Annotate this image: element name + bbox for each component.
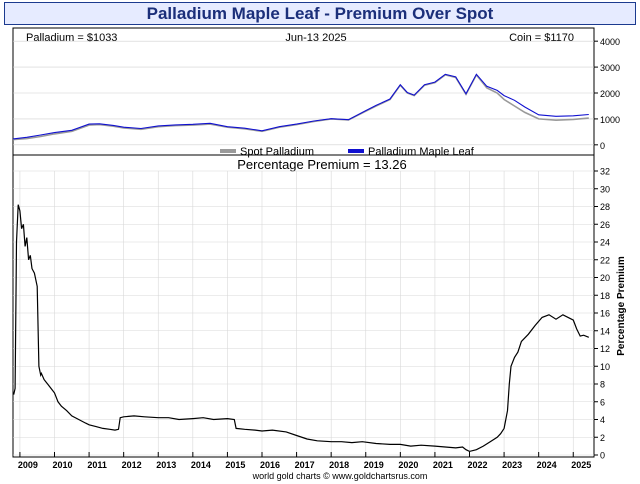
- premium-y-tick-label: 22: [600, 255, 610, 265]
- maple-leaf-line: [12, 73, 589, 140]
- premium-y-tick-label: 14: [600, 326, 610, 336]
- price-y-tick-label: 0: [600, 141, 605, 151]
- premium-y-tick-label: 12: [600, 344, 610, 354]
- premium-y-tick-label: 28: [600, 202, 610, 212]
- price-y-tick-label: 1000: [600, 115, 620, 125]
- premium-series: [13, 204, 590, 453]
- premium-line: [13, 204, 590, 453]
- price-y-axis: 0 1000 2000 3000 4000: [594, 37, 620, 151]
- legend-label-spot: Spot Palladium: [240, 146, 314, 158]
- legend-label-coin: Palladium Maple Leaf: [368, 146, 475, 158]
- premium-x-tick-label: 2020: [398, 460, 418, 470]
- premium-x-tick-label: 2012: [122, 460, 142, 470]
- footer-credit: world gold charts © www.goldchartsrus.co…: [252, 471, 428, 481]
- header-center: Jun-13 2025: [285, 32, 346, 44]
- premium-y-tick-label: 16: [600, 309, 610, 319]
- premium-y-tick-label: 30: [600, 184, 610, 194]
- premium-y-tick-label: 6: [600, 397, 605, 407]
- chart-title: Palladium Maple Leaf - Premium Over Spot: [146, 3, 494, 23]
- price-series: [12, 73, 589, 141]
- premium-y-tick-label: 8: [600, 380, 605, 390]
- premium-y-tick-label: 0: [600, 451, 605, 461]
- legend: Spot Palladium Palladium Maple Leaf: [220, 146, 475, 158]
- price-y-tick-label: 3000: [600, 63, 620, 73]
- price-y-tick-label: 2000: [600, 89, 620, 99]
- premium-x-tick-label: 2009: [18, 460, 38, 470]
- premium-x-tick-label: 2023: [502, 460, 522, 470]
- premium-x-tick-label: 2024: [537, 460, 557, 470]
- premium-y-label: Percentage Premium: [616, 256, 627, 356]
- premium-y-tick-label: 24: [600, 238, 610, 248]
- premium-x-tick-label: 2021: [433, 460, 453, 470]
- premium-x-tick-label: 2010: [52, 460, 72, 470]
- premium-x-axis: 2009 2010 2011 2012 2013 2014 2015 2016 2017 2018…: [18, 452, 591, 470]
- premium-y-tick-label: 26: [600, 220, 610, 230]
- premium-x-tick-label: 2013: [156, 460, 176, 470]
- premium-x-tick-label: 2019: [364, 460, 384, 470]
- premium-grid: [13, 170, 594, 456]
- premium-y-tick-label: 10: [600, 362, 610, 372]
- premium-y-tick-label: 2: [600, 433, 605, 443]
- premium-x-tick-label: 2018: [329, 460, 349, 470]
- premium-y-tick-label: 4: [600, 415, 605, 425]
- premium-y-tick-label: 20: [600, 273, 610, 283]
- premium-x-tick-label: 2022: [467, 460, 487, 470]
- header-left: Palladium = $1033: [26, 32, 117, 44]
- price-panel: [12, 27, 595, 156]
- premium-panel: [12, 154, 595, 458]
- premium-x-tick-label: 2015: [225, 460, 245, 470]
- header-right: Coin = $1170: [509, 32, 574, 44]
- premium-title: Percentage Premium = 13.26: [237, 157, 406, 172]
- premium-x-tick-label: 2016: [260, 460, 280, 470]
- premium-x-tick-label: 2014: [191, 460, 211, 470]
- premium-x-tick-label: 2011: [87, 460, 107, 470]
- chart-title-bar: Palladium Maple Leaf - Premium Over Spot: [4, 2, 636, 25]
- premium-x-tick-label: 2017: [295, 460, 315, 470]
- premium-x-tick-label: 2025: [571, 460, 591, 470]
- price-y-tick-label: 4000: [600, 37, 620, 47]
- premium-y-tick-label: 32: [600, 167, 610, 177]
- premium-y-tick-label: 18: [600, 291, 610, 301]
